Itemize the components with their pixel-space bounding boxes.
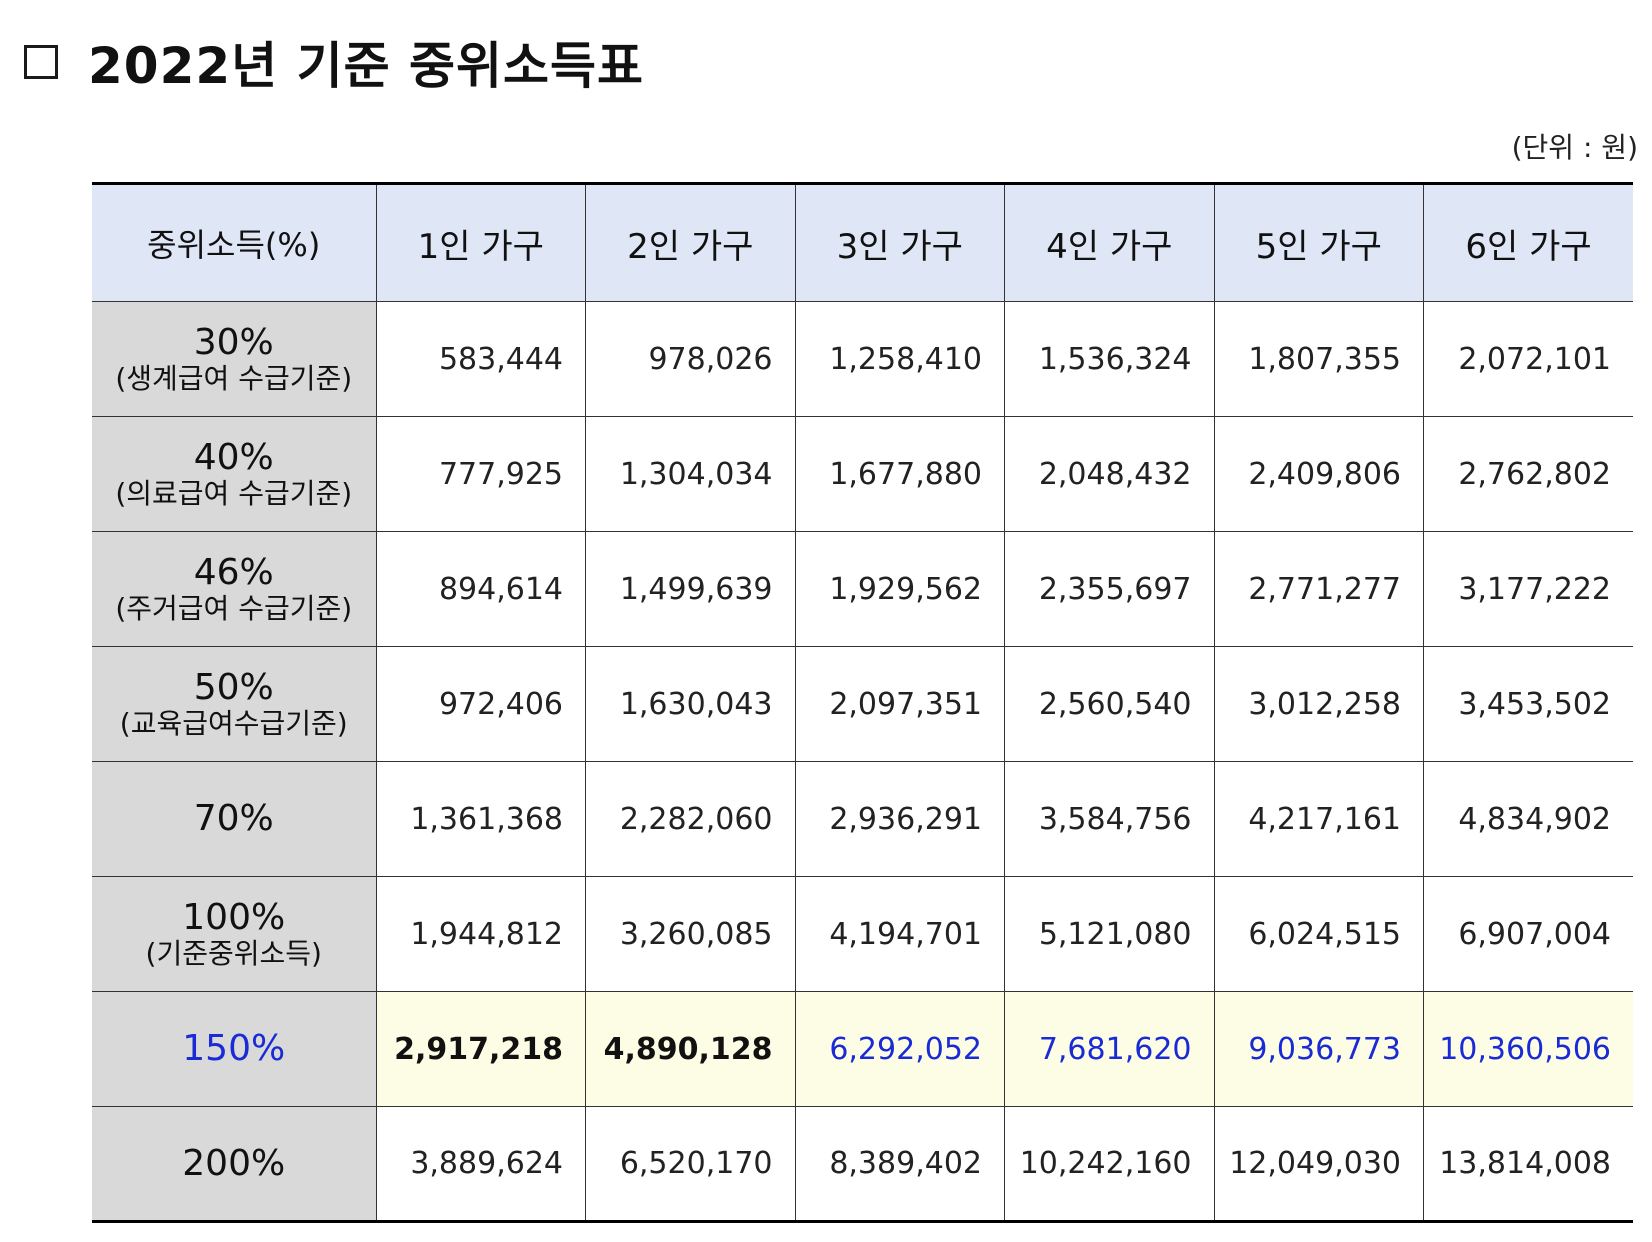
table-row: 100% (기준중위소득) 1,944,812 3,260,085 4,194,… xyxy=(92,876,1633,992)
table-cell: 4,834,902 xyxy=(1423,761,1633,877)
table-row-highlighted: 150% 2,917,218 4,890,128 6,292,052 7,681… xyxy=(92,991,1633,1107)
row-percent: 100% xyxy=(182,896,286,938)
header-household-3: 3인 가구 xyxy=(794,183,1005,302)
table-cell: 4,217,161 xyxy=(1213,761,1424,877)
table-cell: 1,361,368 xyxy=(375,761,586,877)
table-cell: 12,049,030 xyxy=(1213,1106,1424,1222)
table-cell: 1,944,812 xyxy=(375,876,586,992)
table-cell: 10,242,160 xyxy=(1004,1106,1215,1222)
table-cell: 13,814,008 xyxy=(1423,1106,1633,1222)
table-row: 46% (주거급여 수급기준) 894,614 1,499,639 1,929,… xyxy=(92,531,1633,647)
table-cell: 894,614 xyxy=(375,531,586,647)
row-criteria: (생계급여 수급기준) xyxy=(115,362,353,396)
table-cell: 1,499,639 xyxy=(585,531,796,647)
row-percent: 30% xyxy=(193,321,274,363)
table-cell: 1,807,355 xyxy=(1213,301,1424,417)
table-cell: 4,194,701 xyxy=(794,876,1005,992)
row-label: 200% xyxy=(92,1106,377,1222)
table-row: 200% 3,889,624 6,520,170 8,389,402 10,24… xyxy=(92,1106,1633,1222)
table-cell: 972,406 xyxy=(375,646,586,762)
row-percent: 40% xyxy=(193,436,274,478)
row-percent: 200% xyxy=(182,1142,286,1184)
title-row: 2022년 기준 중위소득표 xyxy=(24,30,644,95)
row-criteria: (교육급여수급기준) xyxy=(119,707,348,741)
table-row: 70% 1,361,368 2,282,060 2,936,291 3,584,… xyxy=(92,761,1633,877)
row-label: 50% (교육급여수급기준) xyxy=(92,646,377,762)
table-row: 50% (교육급여수급기준) 972,406 1,630,043 2,097,3… xyxy=(92,646,1633,762)
table-cell: 583,444 xyxy=(375,301,586,417)
table-cell: 2,771,277 xyxy=(1213,531,1424,647)
table-cell: 8,389,402 xyxy=(794,1106,1005,1222)
table-cell: 978,026 xyxy=(585,301,796,417)
row-label: 30% (생계급여 수급기준) xyxy=(92,301,377,417)
table-cell: 1,929,562 xyxy=(794,531,1005,647)
header-household-2: 2인 가구 xyxy=(585,183,796,302)
table-cell: 3,889,624 xyxy=(375,1106,586,1222)
row-criteria: (기준중위소득) xyxy=(145,937,322,971)
row-percent: 150% xyxy=(182,1028,286,1070)
page-title: 2022년 기준 중위소득표 xyxy=(88,37,644,95)
table-cell: 2,072,101 xyxy=(1423,301,1633,417)
table-cell: 6,024,515 xyxy=(1213,876,1424,992)
row-label: 46% (주거급여 수급기준) xyxy=(92,531,377,647)
table-cell: 2,560,540 xyxy=(1004,646,1215,762)
median-income-table: 중위소득(%) 1인 가구 2인 가구 3인 가구 4인 가구 5인 가구 6인… xyxy=(92,182,1633,1223)
row-label: 150% xyxy=(92,991,377,1107)
table-row: 40% (의료급여 수급기준) 777,925 1,304,034 1,677,… xyxy=(92,416,1633,532)
unit-label: (단위 : 원) xyxy=(1511,131,1638,164)
table-cell: 9,036,773 xyxy=(1213,991,1424,1107)
table-cell: 6,292,052 xyxy=(794,991,1005,1107)
header-household-1: 1인 가구 xyxy=(375,183,586,302)
table-cell: 4,890,128 xyxy=(585,991,796,1107)
table-cell: 777,925 xyxy=(375,416,586,532)
table-cell: 1,258,410 xyxy=(794,301,1005,417)
table-cell: 2,048,432 xyxy=(1004,416,1215,532)
table-cell: 2,355,697 xyxy=(1004,531,1215,647)
table-cell: 3,012,258 xyxy=(1213,646,1424,762)
table-cell: 3,177,222 xyxy=(1423,531,1633,647)
table-cell: 3,453,502 xyxy=(1423,646,1633,762)
table-cell: 1,304,034 xyxy=(585,416,796,532)
row-criteria: (의료급여 수급기준) xyxy=(115,477,353,511)
table-cell: 1,677,880 xyxy=(794,416,1005,532)
table-cell: 10,360,506 xyxy=(1423,991,1633,1107)
table-cell: 2,936,291 xyxy=(794,761,1005,877)
row-percent: 50% xyxy=(193,666,274,708)
table-cell: 2,762,802 xyxy=(1423,416,1633,532)
table-cell: 1,536,324 xyxy=(1004,301,1215,417)
row-percent: 46% xyxy=(193,551,274,593)
row-percent: 70% xyxy=(193,798,274,840)
table-cell: 3,260,085 xyxy=(585,876,796,992)
table-cell: 6,520,170 xyxy=(585,1106,796,1222)
table-row: 30% (생계급여 수급기준) 583,444 978,026 1,258,41… xyxy=(92,301,1633,417)
table-cell: 1,630,043 xyxy=(585,646,796,762)
table-cell: 6,907,004 xyxy=(1423,876,1633,992)
row-label: 40% (의료급여 수급기준) xyxy=(92,416,377,532)
table-cell: 3,584,756 xyxy=(1004,761,1215,877)
row-criteria: (주거급여 수급기준) xyxy=(115,592,353,626)
table-cell: 2,282,060 xyxy=(585,761,796,877)
header-percent: 중위소득(%) xyxy=(92,183,377,302)
header-household-4: 4인 가구 xyxy=(1004,183,1215,302)
table-cell: 7,681,620 xyxy=(1004,991,1215,1107)
header-row: 중위소득(%) 1인 가구 2인 가구 3인 가구 4인 가구 5인 가구 6인… xyxy=(92,183,1633,302)
row-label: 70% xyxy=(92,761,377,877)
header-household-6: 6인 가구 xyxy=(1423,183,1633,302)
table-cell: 2,097,351 xyxy=(794,646,1005,762)
header-household-5: 5인 가구 xyxy=(1213,183,1424,302)
row-label: 100% (기준중위소득) xyxy=(92,876,377,992)
table-cell: 2,917,218 xyxy=(375,991,586,1107)
table-cell: 2,409,806 xyxy=(1213,416,1424,532)
checkbox-square-icon xyxy=(24,45,58,79)
table-cell: 5,121,080 xyxy=(1004,876,1215,992)
